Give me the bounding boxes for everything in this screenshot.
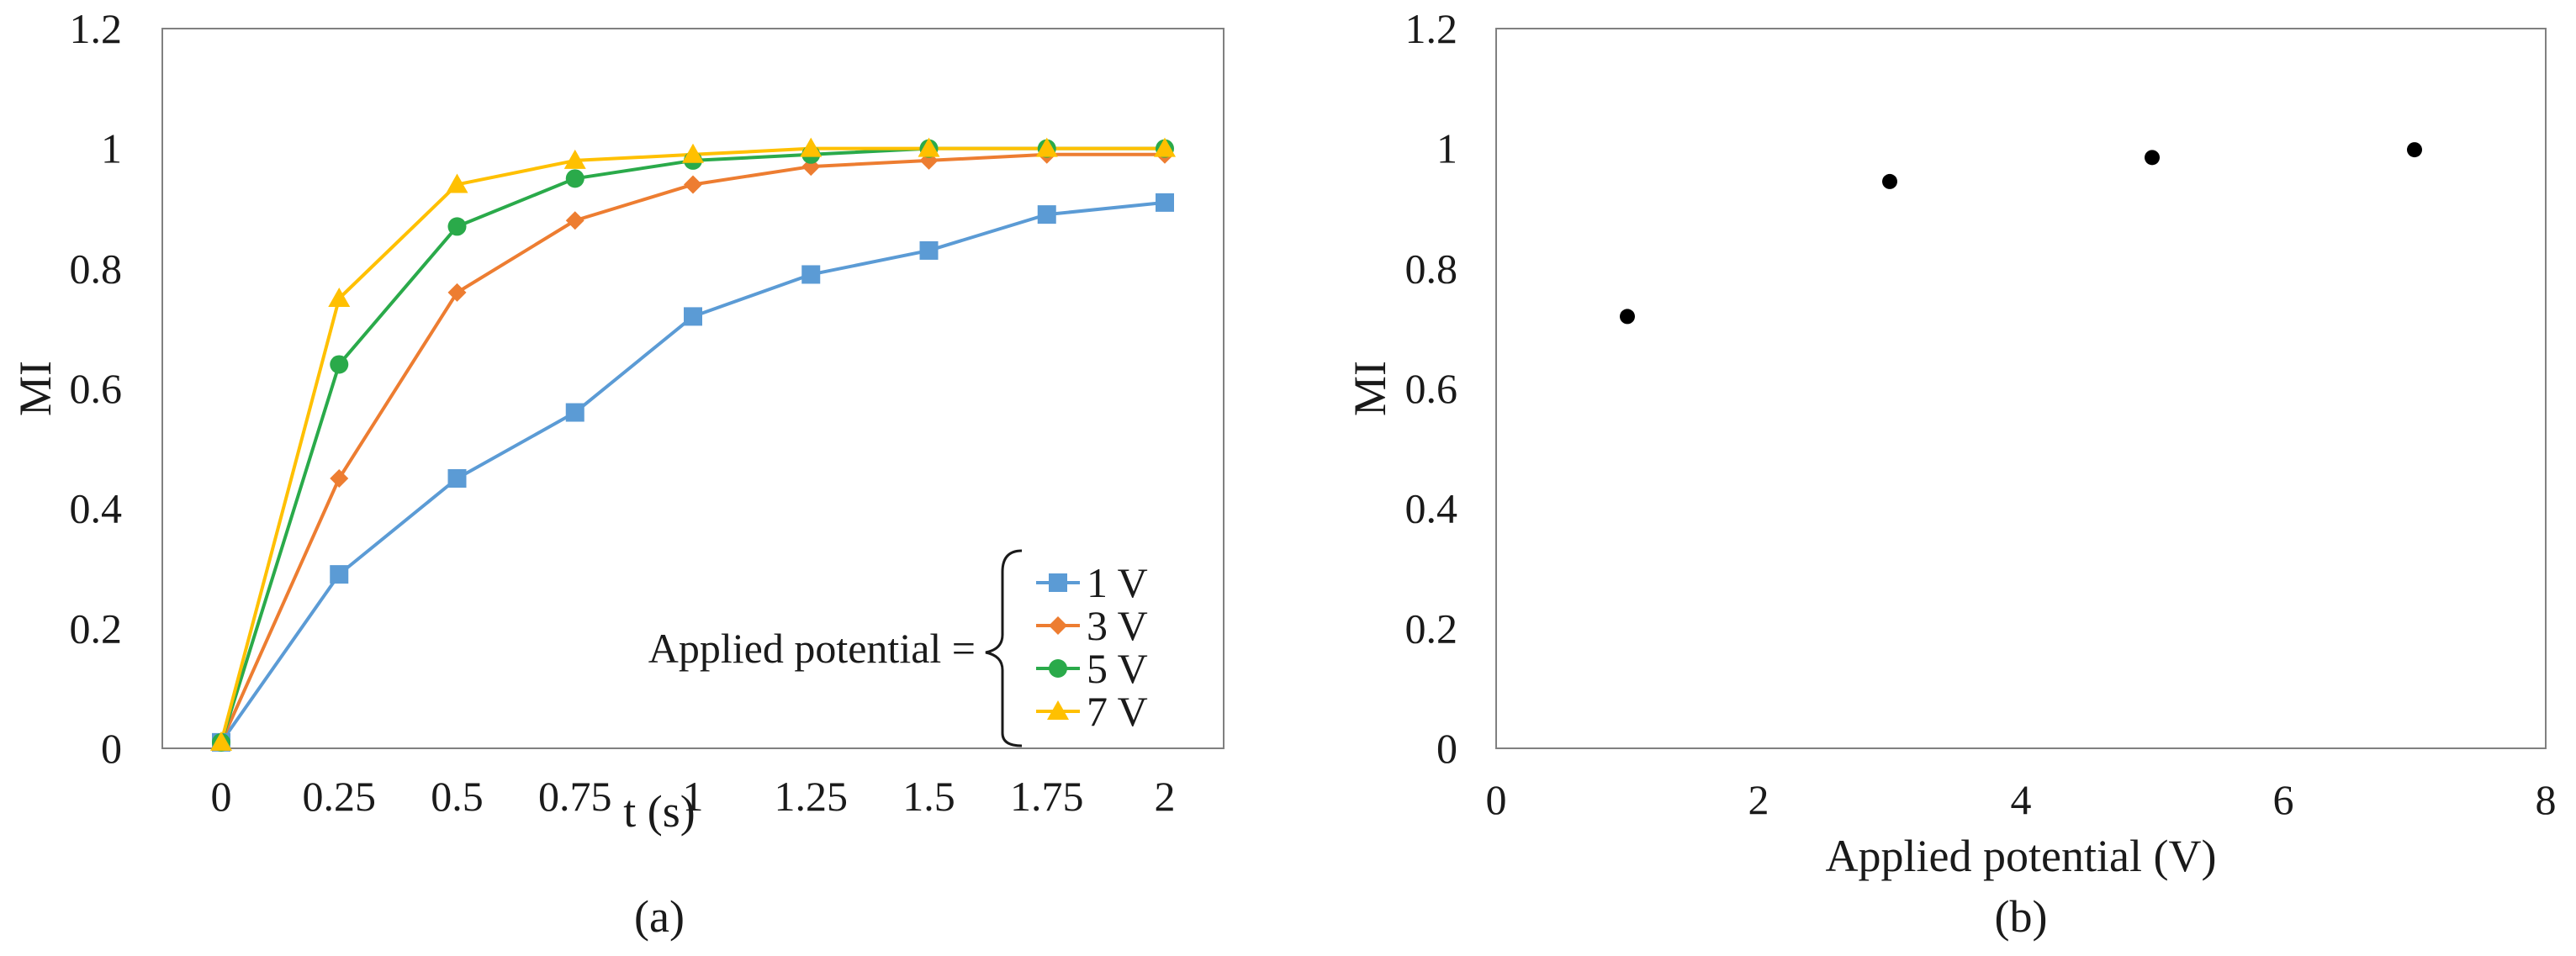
data-point-1v: [330, 565, 349, 584]
y-tick-label: 1: [101, 125, 122, 172]
data-point-1v: [565, 403, 584, 422]
x-tick-label: 1.25: [775, 773, 849, 820]
y-tick-label: 0.4: [1405, 485, 1458, 532]
y-tick-labels-b: 0 0.2 0.4 0.6 0.8 1 1.2: [1405, 5, 1458, 772]
data-point-7v: [682, 143, 704, 163]
y-tick-label: 0.8: [70, 245, 123, 292]
data-point-1v: [801, 265, 821, 284]
chart-a: 0 0.2 0.4 0.6 0.8 1 1.2 0 0.25 0.5 0.75 1 1.25 1.5 1.…: [10, 5, 1225, 942]
x-axis-title-b: Applied potential (V): [1826, 831, 2217, 881]
data-point-7v: [800, 137, 823, 157]
panel-label-a: (a): [634, 891, 685, 942]
data-point-3v: [447, 283, 467, 302]
y-tick-label: 0.8: [1405, 245, 1458, 292]
data-point-1v: [1156, 193, 1174, 212]
x-tick-label: 0.75: [538, 773, 612, 820]
legend-marker: [1049, 616, 1067, 635]
x-tick-label: 6: [2273, 776, 2294, 823]
x-tick-label: 2: [1155, 773, 1176, 820]
legend: Applied potential = 1 V3 V5 V7 V: [648, 549, 1148, 747]
data-point-7v: [563, 149, 586, 169]
data-point-7v: [328, 288, 351, 307]
legend-label: 5 V: [1087, 645, 1148, 692]
x-tick-label: 0.5: [431, 773, 484, 820]
data-point-7v: [1035, 137, 1058, 157]
x-tick-label: 0: [1486, 776, 1507, 823]
data-point-1v: [1037, 205, 1056, 224]
y-tick-label: 0.6: [70, 365, 123, 412]
y-tick-label: 0.6: [1405, 365, 1458, 412]
x-tick-label: 0.25: [303, 773, 377, 820]
data-point-7v: [918, 137, 940, 157]
data-point-5v: [447, 217, 467, 236]
data-point-3v: [330, 469, 349, 488]
x-tick-label: 2: [1748, 776, 1769, 823]
scatter-point: [2407, 142, 2422, 158]
y-axis-title-b: MI: [1345, 361, 1395, 416]
data-point-7v: [446, 173, 468, 193]
data-point-7v: [1154, 137, 1176, 157]
y-tick-label: 1.2: [1405, 5, 1458, 52]
y-tick-label: 0.2: [1405, 605, 1458, 652]
y-axis-title-a: MI: [10, 361, 61, 416]
scatter-point: [1620, 309, 1635, 325]
legend-marker: [1049, 573, 1067, 592]
panel-label-b: (b): [1995, 891, 2048, 942]
legend-items: 1 V3 V5 V7 V: [1036, 559, 1148, 735]
legend-label: 1 V: [1087, 559, 1148, 606]
data-point-5v: [330, 355, 349, 374]
scatter-point: [2145, 150, 2160, 166]
y-tick-label: 0.2: [70, 605, 123, 652]
data-point-3v: [684, 175, 702, 194]
x-tick-label: 1.5: [902, 773, 955, 820]
data-point-7v: [210, 731, 232, 751]
scatter-point: [1882, 173, 1897, 189]
series-group-a: [210, 137, 1176, 752]
legend-label: 3 V: [1087, 602, 1148, 649]
data-point-5v: [565, 169, 584, 188]
x-tick-labels-a: 0 0.25 0.5 0.75 1 1.25 1.5 1.75 2: [211, 773, 1176, 820]
scatter-points-b: [1620, 142, 2422, 325]
data-point-1v: [684, 307, 702, 326]
x-tick-label: 4: [2011, 776, 2032, 823]
y-tick-label: 0: [101, 725, 122, 772]
x-tick-label: 8: [2536, 776, 2557, 823]
y-tick-labels-a: 0 0.2 0.4 0.6 0.8 1 1.2: [70, 5, 123, 772]
x-axis-title-a: t (s): [623, 786, 695, 837]
data-point-3v: [565, 211, 584, 230]
x-tick-label: 0: [211, 773, 232, 820]
legend-label: 7 V: [1087, 688, 1148, 735]
y-tick-label: 0: [1436, 725, 1457, 772]
data-point-1v: [919, 240, 939, 260]
legend-brace: [985, 549, 1023, 747]
x-tick-labels-b: 0 2 4 6 8: [1486, 776, 2557, 823]
y-tick-label: 1.2: [70, 5, 123, 52]
data-point-1v: [447, 469, 467, 488]
y-tick-label: 1: [1436, 125, 1457, 172]
y-tick-label: 0.4: [70, 485, 123, 532]
x-tick-label: 1: [683, 773, 704, 820]
chart-b: 0 0.2 0.4 0.6 0.8 1 1.2 0 2 4 6 8 MI Applied poten…: [1345, 5, 2557, 942]
x-tick-label: 1.75: [1010, 773, 1084, 820]
plot-area-b: [1495, 28, 2547, 749]
legend-marker: [1047, 700, 1069, 720]
legend-marker: [1049, 659, 1067, 678]
legend-prefix: Applied potential =: [648, 625, 976, 672]
